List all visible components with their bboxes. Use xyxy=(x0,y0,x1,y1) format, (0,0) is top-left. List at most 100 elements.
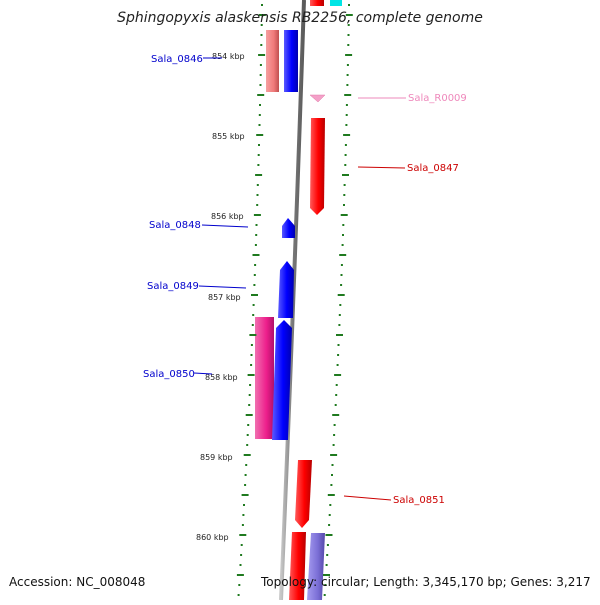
gene-label-0851[interactable]: Sala_0851 xyxy=(393,495,445,506)
scale-tick-right xyxy=(333,424,336,426)
scale-tick-left xyxy=(258,124,261,126)
leader-0847 xyxy=(357,166,406,169)
scale-tick-right xyxy=(346,74,349,76)
scale-tick-left xyxy=(239,534,247,536)
scale-tick-right xyxy=(323,574,330,576)
scale-label-856: 856 kbp xyxy=(211,212,244,221)
scale-tick-left xyxy=(250,364,253,366)
scale-tick-right xyxy=(331,474,333,476)
scale-tick-right xyxy=(346,84,349,86)
gene-0850-blue xyxy=(272,320,292,440)
scale-tick-left xyxy=(255,224,258,226)
scale-tick-right xyxy=(330,484,333,486)
gene-label-R0009[interactable]: Sala_R0009 xyxy=(408,93,467,104)
genome-title: Sphingopyxis alaskensis RB2256, complete… xyxy=(117,10,483,26)
scale-tick-right xyxy=(336,334,343,336)
gene-0850-magenta xyxy=(255,317,274,439)
scale-tick-right xyxy=(343,134,351,136)
scale-tick-left xyxy=(242,514,245,516)
scale-tick-right xyxy=(344,164,347,166)
scale-tick-left xyxy=(251,294,258,296)
scale-tick-right xyxy=(342,224,345,226)
scale-tick-right xyxy=(343,204,345,206)
scale-tick-right xyxy=(340,274,343,276)
scale-tick-right xyxy=(323,594,326,596)
scale-tick-left xyxy=(236,574,244,576)
gene-label-0848[interactable]: Sala_0848 xyxy=(149,220,201,231)
scale-tick-left xyxy=(241,494,249,496)
scale-tick-left xyxy=(237,594,240,596)
gene-label-0846[interactable]: Sala_0846 xyxy=(151,54,203,65)
scale-tick-left xyxy=(238,584,241,586)
scale-tick-left xyxy=(259,64,262,66)
scale-tick-left xyxy=(259,104,261,106)
gene-0846-blue xyxy=(284,30,298,92)
scale-tick-right xyxy=(338,324,341,326)
scale-tick-right xyxy=(332,444,335,446)
leader-0850 xyxy=(193,372,213,375)
scale-tick-left xyxy=(257,154,260,156)
scale-tick-left xyxy=(241,524,244,526)
scale-tick-left xyxy=(260,44,263,46)
scale-label-854: 854 kbp xyxy=(212,52,245,61)
scale-tick-right xyxy=(347,34,350,36)
scale-tick-right xyxy=(347,44,350,46)
scale-tick-left xyxy=(243,454,251,456)
scale-tick-left xyxy=(244,474,247,476)
scale-tick-right xyxy=(337,294,345,296)
scale-tick-left xyxy=(256,194,259,196)
scale-tick-right xyxy=(345,114,348,116)
scale-tick-right xyxy=(335,394,338,396)
scale-tick-left xyxy=(251,324,254,326)
scale-tick-right xyxy=(345,14,353,16)
scale-tick-left xyxy=(256,204,259,206)
scale-tick-left xyxy=(247,424,250,426)
scale-tick-left xyxy=(254,264,257,266)
scale-tick-right xyxy=(334,374,342,376)
scale-label-860: 860 kbp xyxy=(196,533,229,542)
scale-tick-right xyxy=(341,244,344,246)
scale-tick-left xyxy=(253,274,256,276)
scale-tick-right xyxy=(338,314,341,316)
scale-tick-left xyxy=(249,384,252,386)
scale-tick-left xyxy=(254,244,257,246)
scale-tick-right xyxy=(331,464,334,466)
scale-tick-left xyxy=(258,144,260,146)
gene-partial-red-top xyxy=(310,0,324,6)
gene-label-0849[interactable]: Sala_0849 xyxy=(147,281,199,292)
scale-tick-left xyxy=(260,24,263,26)
scale-tick-left xyxy=(252,254,260,256)
scale-tick-right xyxy=(348,4,350,6)
scale-tick-right xyxy=(326,544,329,546)
scale-tick-right xyxy=(342,234,344,236)
scale-label-857: 857 kbp xyxy=(208,293,241,302)
scale-tick-left xyxy=(260,34,263,36)
scale-tick-right xyxy=(342,174,349,176)
scale-tick-right xyxy=(340,284,343,286)
scale-tick-left xyxy=(261,4,263,6)
scale-tick-right xyxy=(329,504,332,506)
scale-tick-left xyxy=(240,544,243,546)
scale-tick-left xyxy=(259,84,262,86)
scale-tick-left xyxy=(245,464,248,466)
scale-tick-right xyxy=(325,564,328,566)
scale-tick-left xyxy=(252,314,255,316)
scale-tick-left xyxy=(255,234,258,236)
scale-tick-right xyxy=(345,124,348,126)
scale-tick-left xyxy=(252,304,255,306)
scale-tick-right xyxy=(340,264,343,266)
scale-tick-left xyxy=(256,184,259,186)
gene-label-0847[interactable]: Sala_0847 xyxy=(407,163,459,174)
scale-tick-right xyxy=(347,24,350,26)
scale-tick-left xyxy=(258,14,266,16)
scale-tick-right xyxy=(343,194,346,196)
scale-tick-right xyxy=(339,304,342,306)
scale-tick-right xyxy=(332,414,340,416)
scale-tick-left xyxy=(243,504,245,506)
scale-tick-left xyxy=(257,164,260,166)
scale-tick-right xyxy=(344,94,352,96)
gene-label-0850[interactable]: Sala_0850 xyxy=(143,369,195,380)
scale-label-859: 859 kbp xyxy=(200,453,233,462)
scale-tick-right xyxy=(330,454,338,456)
